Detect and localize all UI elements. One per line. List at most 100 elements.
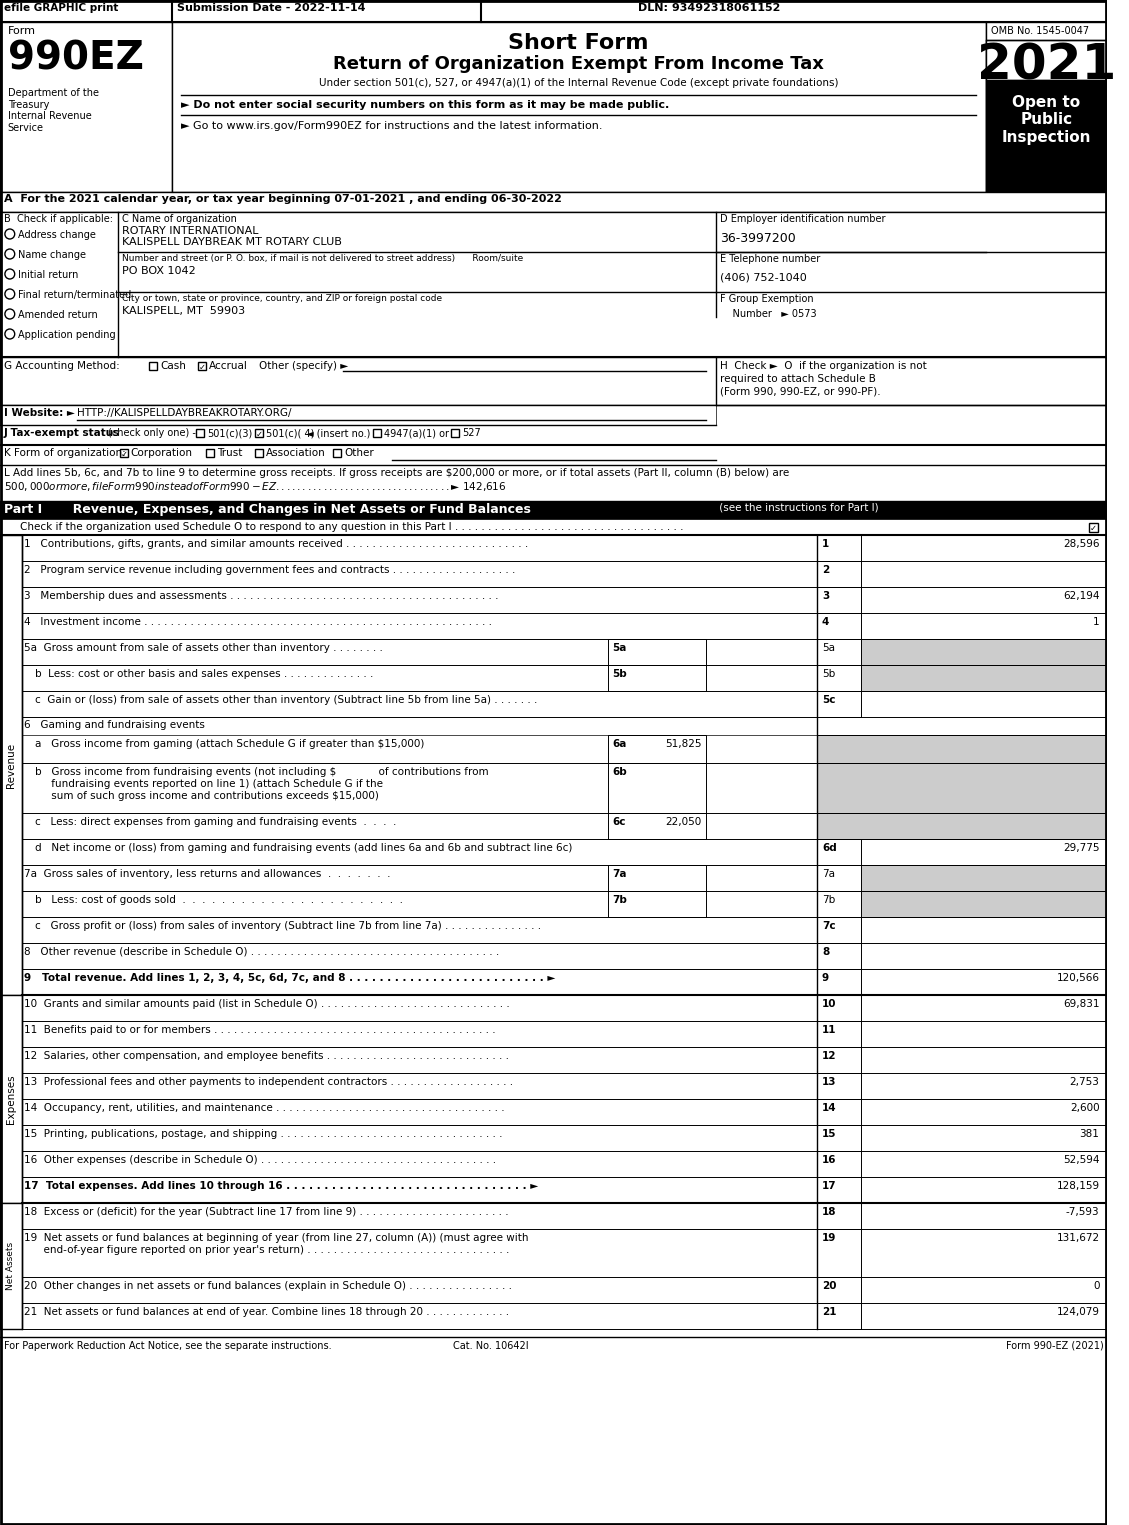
Bar [0,1203,21,1328]
Bar [609,813,707,839]
Bar [817,665,1108,691]
Text: L Add lines 5b, 6c, and 7b to line 9 to determine gross receipts. If gross recei: L Add lines 5b, 6c, and 7b to line 9 to … [3,468,789,493]
Bar [817,813,1108,839]
Text: Revenue, Expenses, and Changes in Net Assets or Fund Balances: Revenue, Expenses, and Changes in Net As… [63,503,531,515]
Text: 1: 1 [1093,618,1100,627]
Bar [609,891,707,917]
Text: Final return/terminated: Final return/terminated [18,290,131,300]
Text: 8: 8 [822,947,829,958]
Text: Accrual: Accrual [209,361,247,371]
Text: 28,596: 28,596 [1064,538,1100,549]
Text: 29,775: 29,775 [1064,843,1100,852]
Bar [986,21,1108,192]
Text: 7a: 7a [822,869,835,878]
Text: b   Gross income from fundraising events (not including $             of contrib: b Gross income from fundraising events (… [35,767,489,778]
Bar [817,665,861,691]
Text: ◄ (insert no.): ◄ (insert no.) [306,429,370,438]
Bar [609,665,707,691]
Text: 17  Total expenses. Add lines 10 through 16 . . . . . . . . . . . . . . . . . . : 17 Total expenses. Add lines 10 through … [24,1180,537,1191]
Text: HTTP://KALISPELLDAYBREAKROTARY.ORG/: HTTP://KALISPELLDAYBREAKROTARY.ORG/ [77,409,291,418]
Text: 12  Salaries, other compensation, and employee benefits . . . . . . . . . . . . : 12 Salaries, other compensation, and emp… [24,1051,508,1061]
Text: OMB No. 1545-0047: OMB No. 1545-0047 [990,26,1088,37]
Text: 19: 19 [822,1234,837,1243]
Bar [817,1022,861,1048]
Bar [817,917,861,942]
Text: PO BOX 1042: PO BOX 1042 [122,265,195,276]
Text: City or town, state or province, country, and ZIP or foreign postal code: City or town, state or province, country… [122,294,441,303]
Text: 0: 0 [1093,1281,1100,1292]
Text: 36-3997200: 36-3997200 [720,232,796,246]
Text: (check only one) -: (check only one) - [108,429,195,438]
Text: DLN: 93492318061152: DLN: 93492318061152 [638,3,780,14]
Text: 10: 10 [822,999,837,1010]
Bar [817,1302,861,1328]
Text: 62,194: 62,194 [1064,592,1100,601]
Text: Open to
Public
Inspection: Open to Public Inspection [1001,95,1092,145]
Bar [0,535,21,994]
Text: 5b: 5b [612,669,627,679]
Bar [817,561,861,587]
Text: 2: 2 [822,564,829,575]
Text: sum of such gross income and contributions exceeds $15,000): sum of such gross income and contributio… [35,791,379,801]
Circle shape [5,310,15,319]
Text: 6   Gaming and fundraising events: 6 Gaming and fundraising events [24,720,204,730]
Text: 5a: 5a [822,644,835,653]
Bar [373,429,380,438]
Text: Under section 501(c), 527, or 4947(a)(1) of the Internal Revenue Code (except pr: Under section 501(c), 527, or 4947(a)(1)… [320,78,839,88]
Text: 20  Other changes in net assets or fund balances (explain in Schedule O) . . . .: 20 Other changes in net assets or fund b… [24,1281,511,1292]
Text: I Website: ►: I Website: ► [3,409,75,418]
Text: 7a  Gross sales of inventory, less returns and allowances  .  .  .  .  .  .  .: 7a Gross sales of inventory, less return… [24,869,390,878]
Text: 124,079: 124,079 [1057,1307,1100,1318]
Bar [817,587,861,613]
Text: c   Gross profit or (loss) from sales of inventory (Subtract line 7b from line 7: c Gross profit or (loss) from sales of i… [35,921,542,930]
Bar [817,1125,861,1151]
Text: c  Gain or (loss) from sale of assets other than inventory (Subtract line 5b fro: c Gain or (loss) from sale of assets oth… [35,695,537,705]
Text: Revenue: Revenue [6,743,16,787]
Bar [0,0,1108,21]
Text: Association: Association [265,448,325,458]
Text: ✓: ✓ [121,450,128,459]
Text: 69,831: 69,831 [1064,999,1100,1010]
Text: 128,159: 128,159 [1057,1180,1100,1191]
Text: 6b: 6b [612,767,627,778]
Bar [609,865,707,891]
Bar [172,21,986,192]
Text: 2021: 2021 [977,43,1117,90]
Text: (406) 752-1040: (406) 752-1040 [720,271,807,282]
Bar [817,1229,861,1276]
Bar [817,735,1108,762]
Text: Form 990-EZ (2021): Form 990-EZ (2021) [1006,1340,1103,1351]
Text: 16: 16 [822,1154,837,1165]
Text: J Tax-exempt status: J Tax-exempt status [3,429,120,438]
Bar [817,865,1108,891]
Text: Initial return: Initial return [18,270,78,281]
Text: 131,672: 131,672 [1057,1234,1100,1243]
Bar [817,1074,861,1100]
Bar [817,691,861,717]
Text: required to attach Schedule B: required to attach Schedule B [720,374,876,384]
Text: 7b: 7b [612,895,627,904]
Bar [817,891,861,917]
Circle shape [5,268,15,279]
Text: K Form of organization:: K Form of organization: [3,448,125,458]
Circle shape [5,229,15,239]
Bar [817,639,861,665]
Text: Address change: Address change [18,230,96,239]
Text: 15: 15 [822,1128,837,1139]
Text: 13  Professional fees and other payments to independent contractors . . . . . . : 13 Professional fees and other payments … [24,1077,513,1087]
Bar [986,79,1108,192]
Text: 7c: 7c [822,921,835,930]
Text: fundraising events reported on line 1) (attach Schedule G if the: fundraising events reported on line 1) (… [35,779,384,788]
Text: Amended return: Amended return [18,310,97,320]
Text: 16  Other expenses (describe in Schedule O) . . . . . . . . . . . . . . . . . . : 16 Other expenses (describe in Schedule … [24,1154,496,1165]
Text: A  For the 2021 calendar year, or tax year beginning 07-01-2021 , and ending 06-: A For the 2021 calendar year, or tax yea… [3,194,562,204]
Text: Submission Date - 2022-11-14: Submission Date - 2022-11-14 [176,3,365,14]
Text: end-of-year figure reported on prior year's return) . . . . . . . . . . . . . . : end-of-year figure reported on prior yea… [24,1244,509,1255]
Bar [817,613,861,639]
Text: Number   ► 0573: Number ► 0573 [720,310,816,319]
Text: 11: 11 [822,1025,837,1035]
Text: 7a: 7a [612,869,627,878]
Text: 1: 1 [822,538,829,549]
Text: For Paperwork Reduction Act Notice, see the separate instructions.: For Paperwork Reduction Act Notice, see … [3,1340,332,1351]
Text: G Accounting Method:: G Accounting Method: [3,361,120,371]
